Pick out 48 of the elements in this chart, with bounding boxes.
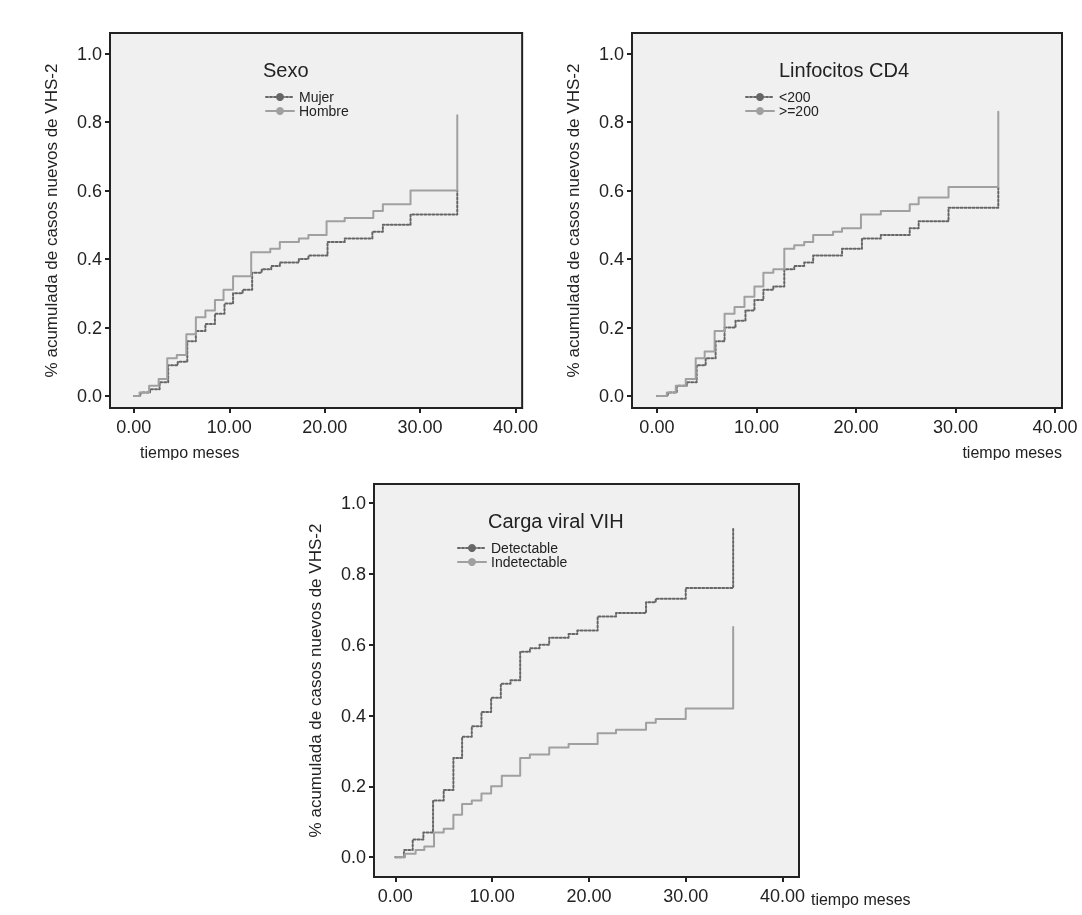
x-tick-label: 10.00 (206, 417, 252, 437)
x-tick-label: 10.00 (733, 417, 779, 437)
x-axis-title: tiempo meses (810, 890, 911, 908)
y-tick-label: 0.6 (340, 634, 366, 655)
y-tick-label: 0.8 (340, 563, 366, 584)
x-tick-label: 20.00 (833, 417, 879, 437)
legend-title: Carga viral VIH (488, 510, 624, 532)
y-tick-label: 0.4 (76, 249, 102, 270)
y-axis-title: % acumulada de casos nuevos de VHS-2 (306, 523, 325, 838)
legend-label: <200 (779, 89, 811, 105)
y-tick-label: 0.0 (76, 386, 102, 407)
x-tick-label: 30.00 (663, 886, 709, 906)
x-tick-label: 30.00 (397, 417, 443, 437)
legend-title: Linfocitos CD4 (779, 59, 910, 81)
legend-title: Sexo (263, 59, 309, 81)
legend-label: Mujer (299, 89, 335, 105)
x-axis-title: tiempo meses (140, 443, 240, 461)
x-tick-label: 0.00 (116, 417, 152, 437)
legend-label: Hombre (299, 103, 350, 119)
y-tick-label: 0.8 (598, 112, 624, 133)
x-tick-label: 20.00 (302, 417, 348, 437)
x-tick-label: 0.00 (377, 886, 413, 906)
y-tick-label: 1.0 (76, 43, 102, 64)
x-tick-label: 0.00 (639, 417, 675, 437)
x-tick-label: 30.00 (932, 417, 979, 437)
y-tick-label: 1.0 (598, 43, 624, 64)
legend-label: Detectable (491, 540, 559, 556)
y-axis-title: % acumulada de casos nuevos de VHS-2 (564, 63, 583, 378)
legend-label: Indetectable (491, 554, 568, 570)
y-tick-label: 0.6 (598, 180, 624, 201)
x-tick-label: 20.00 (566, 886, 612, 906)
x-tick-label: 40.00 (1032, 417, 1078, 437)
y-tick-label: 1.0 (340, 493, 366, 514)
y-tick-label: 0.2 (340, 776, 366, 797)
x-axis-title: tiempo meses (962, 443, 1062, 461)
y-tick-label: 0.6 (76, 180, 102, 201)
x-tick-label: 40.00 (492, 417, 538, 437)
y-tick-label: 0.4 (598, 249, 624, 270)
y-tick-label: 0.4 (340, 705, 366, 726)
y-axis-title: % acumulada de casos nuevos de VHS-2 (42, 63, 61, 378)
y-tick-label: 0.0 (598, 386, 624, 407)
x-tick-label: 10.00 (469, 886, 515, 906)
y-tick-label: 0.2 (76, 317, 102, 338)
y-tick-label: 0.0 (340, 847, 366, 868)
x-tick-label: 40.00 (760, 886, 806, 906)
y-tick-label: 0.8 (76, 112, 102, 133)
legend-label: >=200 (779, 103, 819, 119)
y-tick-label: 0.2 (598, 317, 624, 338)
